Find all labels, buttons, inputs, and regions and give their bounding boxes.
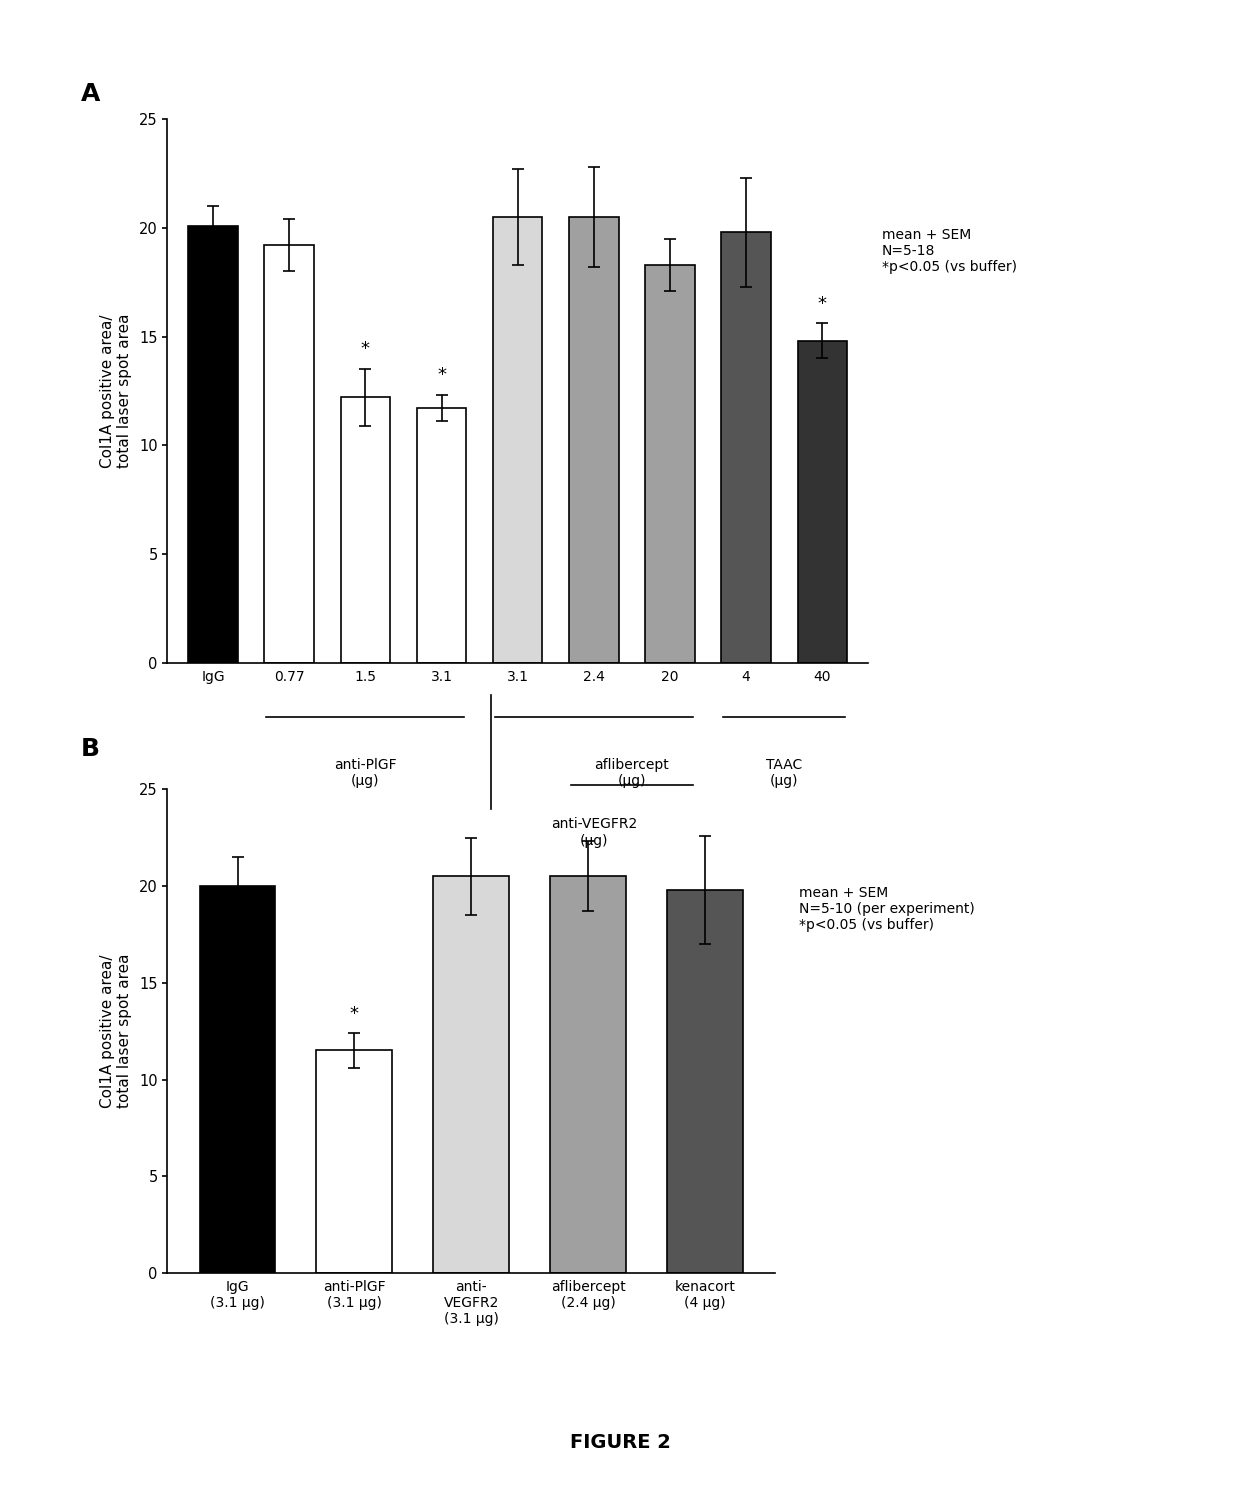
Bar xyxy=(264,246,314,663)
Text: TAAC
(μg): TAAC (μg) xyxy=(766,758,802,788)
Bar xyxy=(188,226,238,663)
Bar xyxy=(433,876,510,1273)
Bar xyxy=(569,217,619,663)
Text: A: A xyxy=(81,82,100,106)
Text: *: * xyxy=(436,366,446,384)
Text: mean + SEM
N=5-18
*p<0.05 (vs buffer): mean + SEM N=5-18 *p<0.05 (vs buffer) xyxy=(882,228,1017,274)
Y-axis label: Col1A positive area/
total laser spot area: Col1A positive area/ total laser spot ar… xyxy=(99,954,131,1108)
Bar xyxy=(645,265,694,663)
Text: *: * xyxy=(818,295,827,313)
Bar xyxy=(316,1051,392,1273)
Bar xyxy=(722,232,771,663)
Bar xyxy=(494,217,542,663)
Text: anti-PlGF
(μg): anti-PlGF (μg) xyxy=(334,758,397,788)
Text: *: * xyxy=(361,341,370,359)
Bar xyxy=(417,408,466,663)
Text: anti-VEGFR2
(μg): anti-VEGFR2 (μg) xyxy=(551,817,637,847)
Bar xyxy=(667,890,743,1273)
Text: aflibercept
(μg): aflibercept (μg) xyxy=(594,758,670,788)
Text: FIGURE 2: FIGURE 2 xyxy=(569,1432,671,1452)
Bar xyxy=(341,398,391,663)
Bar xyxy=(551,876,626,1273)
Y-axis label: Col1A positive area/
total laser spot area: Col1A positive area/ total laser spot ar… xyxy=(99,314,131,468)
Text: mean + SEM
N=5-10 (per experiment)
*p<0.05 (vs buffer): mean + SEM N=5-10 (per experiment) *p<0.… xyxy=(800,886,975,932)
Bar xyxy=(797,341,847,663)
Bar xyxy=(200,886,275,1273)
Text: *: * xyxy=(350,1005,358,1023)
Text: B: B xyxy=(81,737,99,761)
